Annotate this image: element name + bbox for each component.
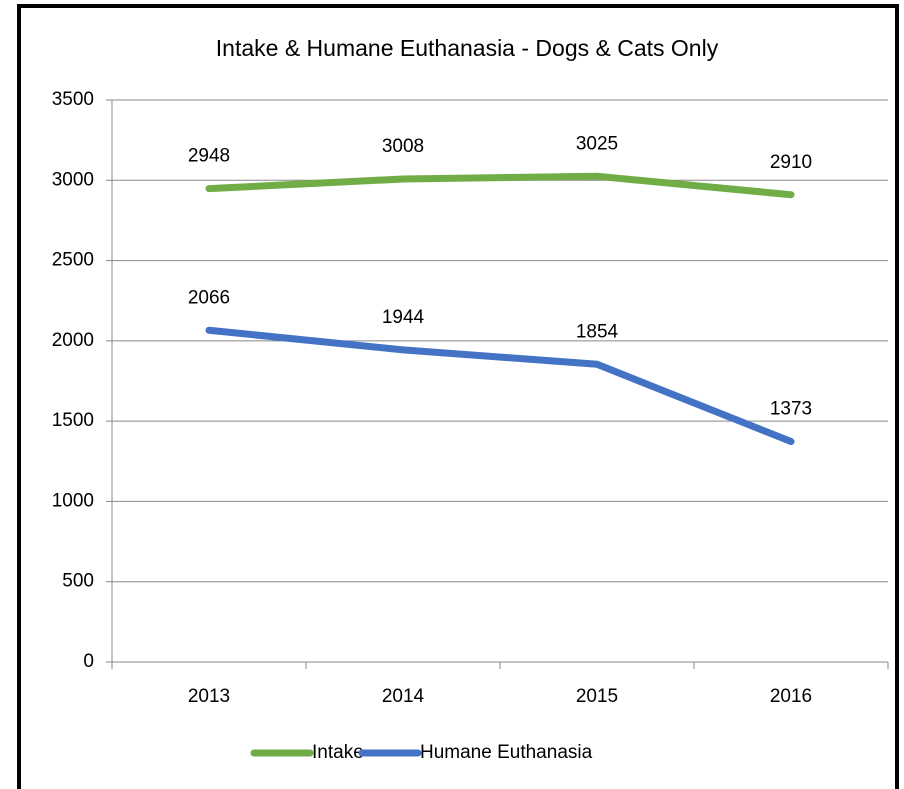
y-tick-label: 1500 <box>52 410 94 431</box>
y-tick-label: 3500 <box>52 89 94 110</box>
series-line <box>205 172 795 199</box>
legend-label: Intake <box>312 742 364 763</box>
data-label: 1944 <box>382 307 425 328</box>
data-label: 3008 <box>382 136 424 157</box>
y-tick-label: 0 <box>83 651 94 672</box>
y-tick-label: 3000 <box>52 169 94 190</box>
legend-label: Humane Euthanasia <box>420 742 593 763</box>
x-tick-label: 2014 <box>382 686 425 707</box>
y-tick-label: 1000 <box>52 490 94 511</box>
data-label: 2910 <box>770 152 812 173</box>
data-label: 3025 <box>576 133 618 154</box>
y-tick-label: 2000 <box>52 330 94 351</box>
chart-title: Intake & Humane Euthanasia - Dogs & Cats… <box>216 35 719 61</box>
y-tick-label: 2500 <box>52 250 94 271</box>
data-label: 2066 <box>188 287 230 308</box>
y-tick-label: 500 <box>62 571 94 592</box>
data-label: 2948 <box>188 146 230 167</box>
x-tick-label: 2015 <box>576 686 618 707</box>
x-tick-label: 2016 <box>770 686 812 707</box>
data-label: 1373 <box>770 399 812 420</box>
series-line <box>205 326 795 446</box>
data-label: 1854 <box>576 321 619 342</box>
chart-frame <box>17 4 899 789</box>
x-tick-label: 2013 <box>188 686 230 707</box>
